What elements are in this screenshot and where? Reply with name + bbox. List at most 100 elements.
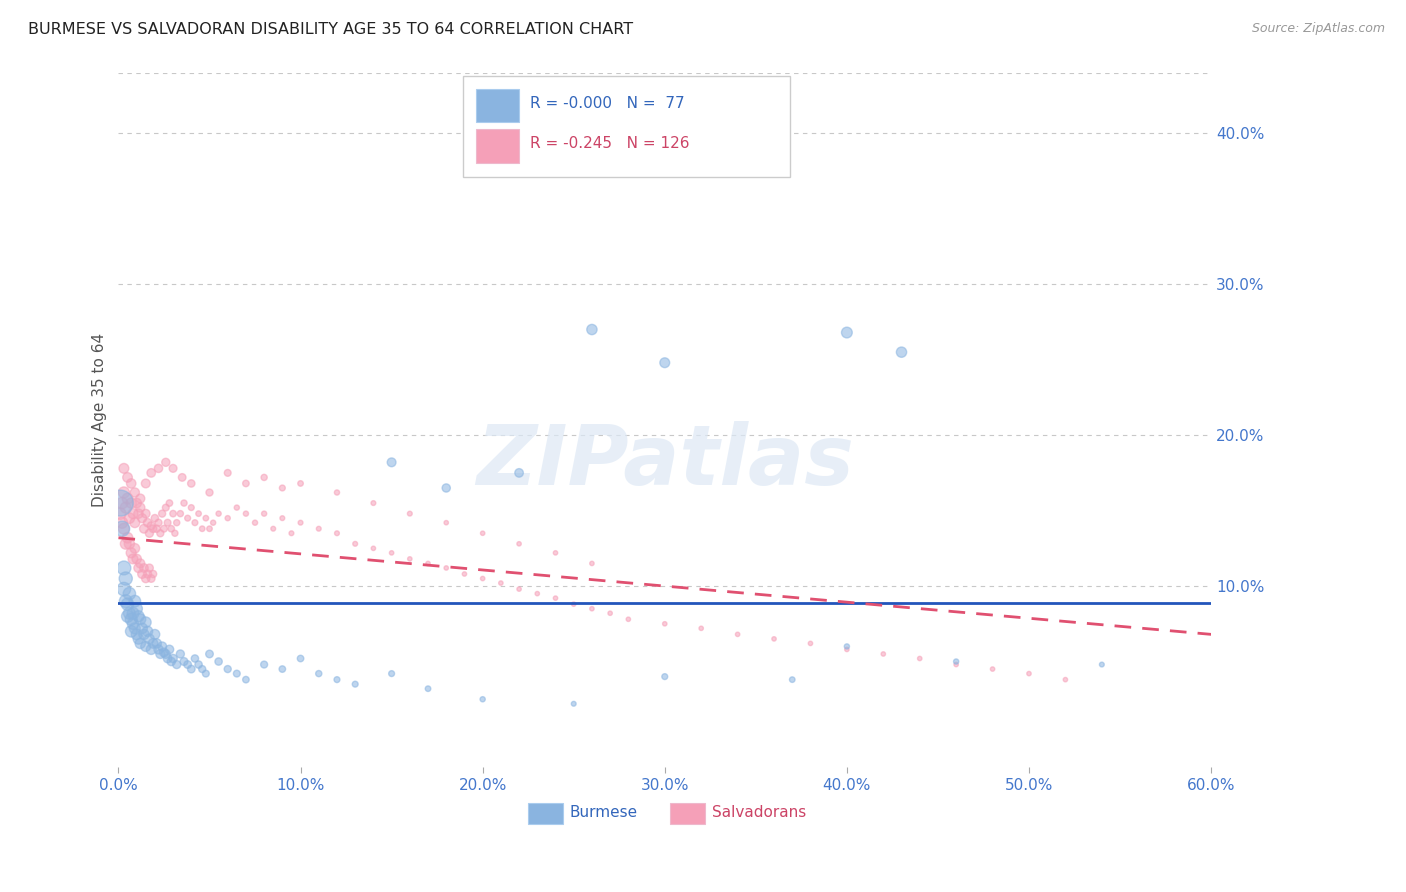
Point — [156, 516, 179, 530]
Point — [143, 627, 166, 641]
Point — [172, 470, 194, 484]
Point — [344, 537, 367, 551]
Point — [617, 612, 640, 626]
Point — [453, 566, 475, 581]
Point — [156, 651, 179, 665]
Point — [207, 507, 229, 521]
Point — [191, 522, 214, 536]
Point — [120, 496, 142, 510]
Point — [135, 615, 157, 630]
Point — [727, 627, 749, 641]
Point — [169, 647, 191, 661]
Point — [112, 461, 135, 475]
Point — [290, 516, 312, 530]
Point — [118, 511, 141, 525]
Point — [148, 461, 170, 475]
Point — [159, 642, 181, 657]
Point — [544, 546, 567, 560]
Point — [1018, 666, 1040, 681]
Point — [654, 670, 676, 684]
Point — [114, 594, 136, 608]
Point — [129, 500, 152, 515]
Point — [117, 531, 139, 545]
Point — [253, 507, 276, 521]
Point — [180, 500, 202, 515]
Point — [143, 511, 166, 525]
Point — [155, 500, 177, 515]
Point — [127, 632, 149, 646]
Point — [180, 662, 202, 676]
Point — [160, 522, 183, 536]
Point — [145, 636, 167, 650]
Point — [253, 657, 276, 672]
Point — [180, 476, 202, 491]
Point — [207, 655, 229, 669]
Point — [136, 516, 159, 530]
Point — [135, 507, 157, 521]
Point — [125, 627, 148, 641]
Point — [118, 537, 141, 551]
Point — [198, 522, 221, 536]
Point — [124, 621, 146, 635]
Point — [799, 636, 821, 650]
Point — [155, 455, 177, 469]
Point — [129, 557, 152, 571]
Point — [138, 632, 160, 646]
Point — [198, 647, 221, 661]
Point — [125, 552, 148, 566]
Point — [398, 552, 420, 566]
Point — [136, 566, 159, 581]
Point — [544, 591, 567, 606]
FancyBboxPatch shape — [475, 129, 519, 162]
Point — [326, 526, 349, 541]
Point — [127, 609, 149, 624]
Point — [110, 496, 132, 510]
Point — [136, 624, 159, 639]
Point — [654, 356, 676, 370]
Point — [129, 491, 152, 506]
Point — [194, 666, 217, 681]
Point — [599, 606, 621, 620]
Point — [169, 507, 191, 521]
Point — [471, 692, 494, 706]
Point — [153, 522, 176, 536]
Y-axis label: Disability Age 35 to 64: Disability Age 35 to 64 — [93, 333, 107, 508]
Point — [690, 621, 713, 635]
Text: ZIPatlas: ZIPatlas — [475, 421, 853, 502]
Point — [110, 507, 132, 521]
Point — [117, 597, 139, 611]
Point — [434, 561, 457, 575]
Point — [184, 516, 207, 530]
FancyBboxPatch shape — [463, 77, 790, 178]
Point — [508, 582, 530, 596]
Point — [129, 636, 152, 650]
Text: R = -0.245   N = 126: R = -0.245 N = 126 — [530, 136, 690, 152]
Point — [225, 666, 247, 681]
Point — [176, 511, 198, 525]
Point — [112, 522, 135, 536]
Point — [124, 541, 146, 556]
Point — [162, 651, 184, 665]
Point — [145, 522, 167, 536]
Point — [562, 597, 585, 611]
Point — [187, 657, 209, 672]
Point — [142, 522, 165, 536]
Point — [471, 572, 494, 586]
Point — [235, 476, 257, 491]
Point — [581, 557, 603, 571]
Point — [835, 642, 858, 657]
Point — [135, 640, 157, 654]
Point — [138, 561, 160, 575]
Point — [132, 522, 155, 536]
Point — [290, 476, 312, 491]
Point — [835, 326, 858, 340]
Point — [381, 666, 404, 681]
Point — [166, 657, 188, 672]
Point — [526, 586, 548, 600]
Point — [654, 616, 676, 631]
Point — [416, 681, 439, 696]
Point — [763, 632, 786, 646]
Point — [150, 640, 173, 654]
Point — [131, 511, 153, 525]
Point — [1091, 657, 1114, 672]
